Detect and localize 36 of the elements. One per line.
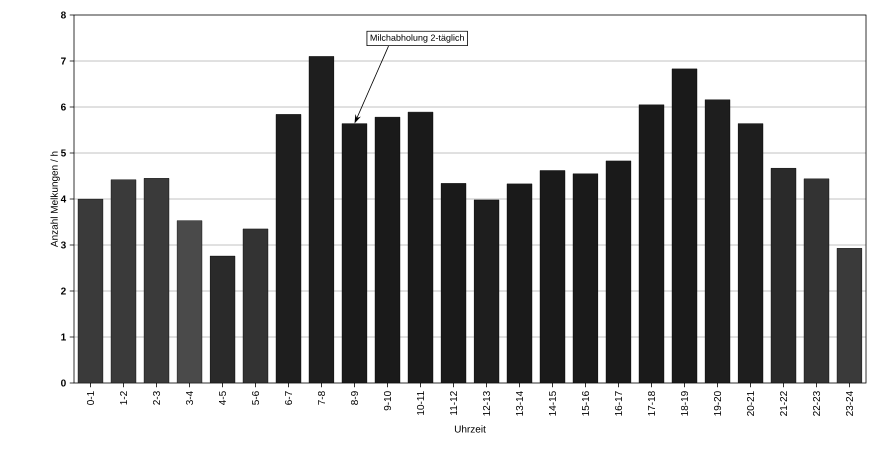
x-tick-label: 7-8 — [318, 391, 326, 405]
x-tick-label: 12-13 — [482, 391, 490, 416]
x-tick-label: 10-11 — [416, 391, 424, 415]
y-tick-label: 4 — [60, 196, 66, 202]
y-tick-label: 1 — [61, 334, 66, 340]
x-tick-label: 15-16 — [582, 391, 590, 416]
y-tick-label: 0 — [61, 379, 66, 387]
x-tick-label: 23-24 — [846, 391, 854, 416]
x-tick-label: 2-3 — [152, 391, 160, 405]
x-tick-label: 16-17 — [614, 391, 622, 416]
y-tick-label: 6 — [61, 103, 66, 111]
x-tick-label: 21-22 — [780, 391, 787, 416]
x-tick-label: 14-15 — [549, 391, 556, 416]
y-tick-label: 2 — [60, 288, 66, 294]
x-tick-label: 5-6 — [252, 391, 260, 405]
x-tick-label: 1-2 — [120, 391, 127, 404]
x-axis-title: Uhrzeit — [454, 425, 486, 433]
x-tick-label: 11-12 — [450, 391, 457, 415]
annotation: Milchabholung 2-täglich — [370, 34, 464, 43]
x-tick-label: 9-10 — [384, 391, 392, 410]
x-tick-label: 17-18 — [648, 391, 656, 416]
x-tick-label: 6-7 — [284, 391, 292, 405]
x-tick-label: 3-4 — [186, 391, 194, 405]
x-tick-label: 22-23 — [812, 391, 820, 416]
x-tick-label: 19-20 — [714, 391, 722, 416]
x-tick-label: 4-5 — [219, 391, 226, 406]
y-axis-title: Anzahl Melkungen / h — [50, 152, 60, 248]
x-tick-label: 13-14 — [516, 391, 524, 416]
y-tick-label: 3 — [60, 241, 66, 249]
y-tick-label: 5 — [60, 150, 66, 156]
y-tick-label: 8 — [60, 11, 66, 19]
x-tick-label: 8-9 — [350, 391, 358, 405]
x-tick-label: 18-19 — [680, 391, 688, 416]
x-tick-label: 20-21 — [746, 391, 754, 416]
y-tick-label: 7 — [61, 58, 66, 64]
x-tick-label: 0-1 — [86, 391, 94, 405]
